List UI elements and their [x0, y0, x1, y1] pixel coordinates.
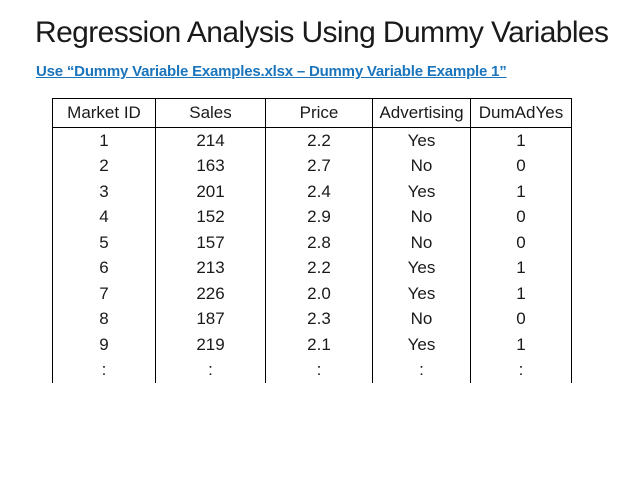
- table-cell: 163: [155, 153, 266, 179]
- column-header-price: Price: [265, 98, 373, 128]
- table-cell: 214: [155, 127, 266, 154]
- table-cell: 2: [52, 153, 156, 179]
- table-cell: 0: [470, 153, 572, 179]
- table-cell: 2.9: [265, 204, 373, 230]
- table-cell: 6: [52, 255, 156, 281]
- table-cell: 3: [52, 179, 156, 205]
- table-cell: 4: [52, 204, 156, 230]
- table-cell: 2.8: [265, 230, 373, 256]
- table-cell: 1: [470, 179, 572, 205]
- table-cell: 2.4: [265, 179, 373, 205]
- table-cell: 2.3: [265, 306, 373, 332]
- column-header-dumadyes: DumAdYes: [470, 98, 572, 128]
- table-cell: 1: [470, 281, 572, 307]
- slide-title: Regression Analysis Using Dummy Variable…: [35, 16, 609, 49]
- table-cell: 1: [470, 255, 572, 281]
- table-cell: 7: [52, 281, 156, 307]
- column-header-market-id: Market ID: [52, 98, 156, 128]
- table-cell: :: [372, 357, 471, 383]
- table-cell: Yes: [372, 179, 471, 205]
- table-cell: 2.1: [265, 332, 373, 358]
- table-cell: 2.0: [265, 281, 373, 307]
- table-cell: :: [155, 357, 266, 383]
- table-cell: 8: [52, 306, 156, 332]
- table-row: 2 163 2.7 No 0: [52, 153, 572, 179]
- table-row: 1 214 2.2 Yes 1: [52, 127, 572, 154]
- slide-subtitle: Use “Dummy Variable Examples.xlsx – Dumm…: [36, 63, 507, 80]
- table-cell: 201: [155, 179, 266, 205]
- table-cell: 1: [470, 332, 572, 358]
- table-cell: 1: [52, 127, 156, 154]
- table-cell: No: [372, 153, 471, 179]
- table-cell: 2.2: [265, 127, 373, 154]
- table-cell: Yes: [372, 332, 471, 358]
- table-continuation-row: :::::: [52, 357, 572, 383]
- table-cell: :: [52, 357, 156, 383]
- table-cell: No: [372, 230, 471, 256]
- table-header-row: Market ID Sales Price Advertising DumAdYes: [52, 98, 572, 128]
- table-row: 3 201 2.4 Yes 1: [52, 179, 572, 205]
- table-cell: No: [372, 306, 471, 332]
- table-cell: Yes: [372, 127, 471, 154]
- table-cell: Yes: [372, 281, 471, 307]
- table-row: 9 219 2.1 Yes 1: [52, 332, 572, 358]
- data-table: Market ID Sales Price Advertising DumAdYes 1…: [52, 98, 572, 383]
- column-header-sales: Sales: [155, 98, 266, 128]
- table-row: 8 187 2.3 No 0: [52, 306, 572, 332]
- table-cell: :: [470, 357, 572, 383]
- table-cell: 226: [155, 281, 266, 307]
- table-cell: 213: [155, 255, 266, 281]
- table-cell: :: [265, 357, 373, 383]
- table-row: 7 226 2.0 Yes 1: [52, 281, 572, 307]
- table-cell: Yes: [372, 255, 471, 281]
- table-cell: 2.2: [265, 255, 373, 281]
- table-cell: 5: [52, 230, 156, 256]
- table-cell: 187: [155, 306, 266, 332]
- table-cell: No: [372, 204, 471, 230]
- table-cell: 0: [470, 306, 572, 332]
- table-row: 6 213 2.2 Yes 1: [52, 255, 572, 281]
- table-cell: 0: [470, 204, 572, 230]
- table-row: 5 157 2.8 No 0: [52, 230, 572, 256]
- table-cell: 152: [155, 204, 266, 230]
- table-cell: 9: [52, 332, 156, 358]
- table-cell: 219: [155, 332, 266, 358]
- table-cell: 1: [470, 127, 572, 154]
- column-header-advertising: Advertising: [372, 98, 471, 128]
- table-cell: 0: [470, 230, 572, 256]
- table-row: 4 152 2.9 No 0: [52, 204, 572, 230]
- table-cell: 157: [155, 230, 266, 256]
- table-cell: 2.7: [265, 153, 373, 179]
